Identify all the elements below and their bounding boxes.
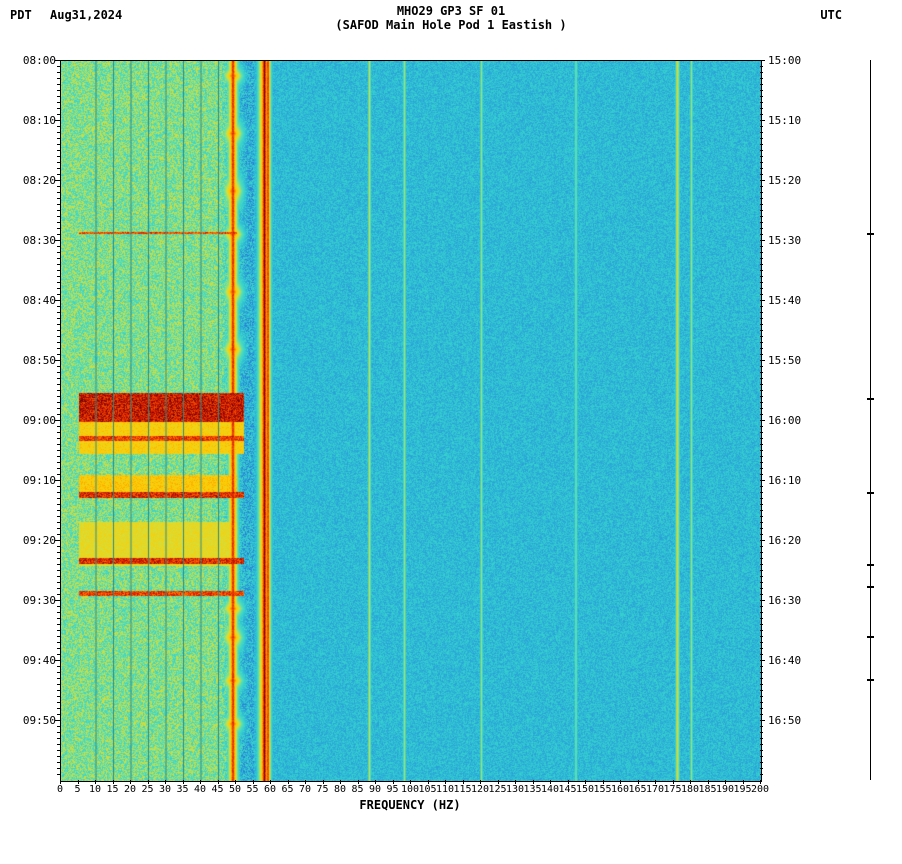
ytick-right: 15:40	[768, 294, 801, 307]
xtick: 160	[611, 784, 629, 795]
xtick: 150	[576, 784, 594, 795]
xtick: 30	[159, 784, 171, 795]
ytick-left: 08:20	[12, 174, 56, 187]
ytick-left: 09:50	[12, 714, 56, 727]
ytick-right: 16:00	[768, 414, 801, 427]
chart-subtitle: (SAFOD Main Hole Pod 1 Eastish )	[0, 18, 902, 32]
xtick: 155	[593, 784, 611, 795]
xtick: 45	[211, 784, 223, 795]
xtick: 50	[229, 784, 241, 795]
xtick: 35	[176, 784, 188, 795]
xtick: 110	[436, 784, 454, 795]
xtick: 20	[124, 784, 136, 795]
xtick: 90	[369, 784, 381, 795]
xtick: 190	[716, 784, 734, 795]
xtick: 60	[264, 784, 276, 795]
ytick-left: 08:50	[12, 354, 56, 367]
event-marker	[867, 586, 874, 588]
xtick: 140	[541, 784, 559, 795]
ytick-left: 08:30	[12, 234, 56, 247]
xtick: 170	[646, 784, 664, 795]
ytick-right: 16:50	[768, 714, 801, 727]
xtick: 115	[453, 784, 471, 795]
xtick: 200	[751, 784, 769, 795]
tz-right-label: UTC	[820, 8, 842, 22]
xtick: 125	[488, 784, 506, 795]
ytick-left: 09:10	[12, 474, 56, 487]
event-marker	[867, 679, 874, 681]
xtick: 10	[89, 784, 101, 795]
ytick-left: 08:40	[12, 294, 56, 307]
event-marker	[867, 398, 874, 400]
ytick-left: 08:00	[12, 54, 56, 67]
xtick: 5	[74, 784, 80, 795]
xtick: 25	[141, 784, 153, 795]
spectrogram-plot	[60, 60, 762, 782]
ytick-left: 09:20	[12, 534, 56, 547]
ytick-right: 15:50	[768, 354, 801, 367]
event-marker	[867, 233, 874, 235]
event-bar	[870, 60, 871, 780]
xtick: 195	[733, 784, 751, 795]
xtick: 165	[628, 784, 646, 795]
ytick-left: 09:30	[12, 594, 56, 607]
ytick-right: 15:10	[768, 114, 801, 127]
xtick: 15	[106, 784, 118, 795]
event-marker	[867, 636, 874, 638]
ytick-left: 09:40	[12, 654, 56, 667]
xtick: 120	[471, 784, 489, 795]
xtick: 0	[57, 784, 63, 795]
xtick: 75	[316, 784, 328, 795]
ytick-left: 09:00	[12, 414, 56, 427]
ytick-left: 08:10	[12, 114, 56, 127]
xtick: 70	[299, 784, 311, 795]
ytick-right: 16:40	[768, 654, 801, 667]
chart-title: MHO29 GP3 SF 01	[0, 4, 902, 18]
ytick-right: 16:30	[768, 594, 801, 607]
xtick: 175	[663, 784, 681, 795]
xtick: 130	[506, 784, 524, 795]
spectrogram-canvas	[61, 61, 761, 781]
xtick: 40	[194, 784, 206, 795]
xtick: 135	[523, 784, 541, 795]
event-marker	[867, 564, 874, 566]
xtick: 105	[418, 784, 436, 795]
xtick: 145	[558, 784, 576, 795]
xtick: 100	[401, 784, 419, 795]
xtick: 55	[246, 784, 258, 795]
ytick-right: 15:00	[768, 54, 801, 67]
xtick: 95	[386, 784, 398, 795]
event-marker	[867, 492, 874, 494]
ytick-right: 16:10	[768, 474, 801, 487]
ytick-right: 15:30	[768, 234, 801, 247]
ytick-right: 16:20	[768, 534, 801, 547]
x-axis-label: FREQUENCY (HZ)	[60, 798, 760, 812]
xtick: 65	[281, 784, 293, 795]
xtick: 85	[351, 784, 363, 795]
xtick: 185	[698, 784, 716, 795]
ytick-right: 15:20	[768, 174, 801, 187]
xtick: 180	[681, 784, 699, 795]
xtick: 80	[334, 784, 346, 795]
